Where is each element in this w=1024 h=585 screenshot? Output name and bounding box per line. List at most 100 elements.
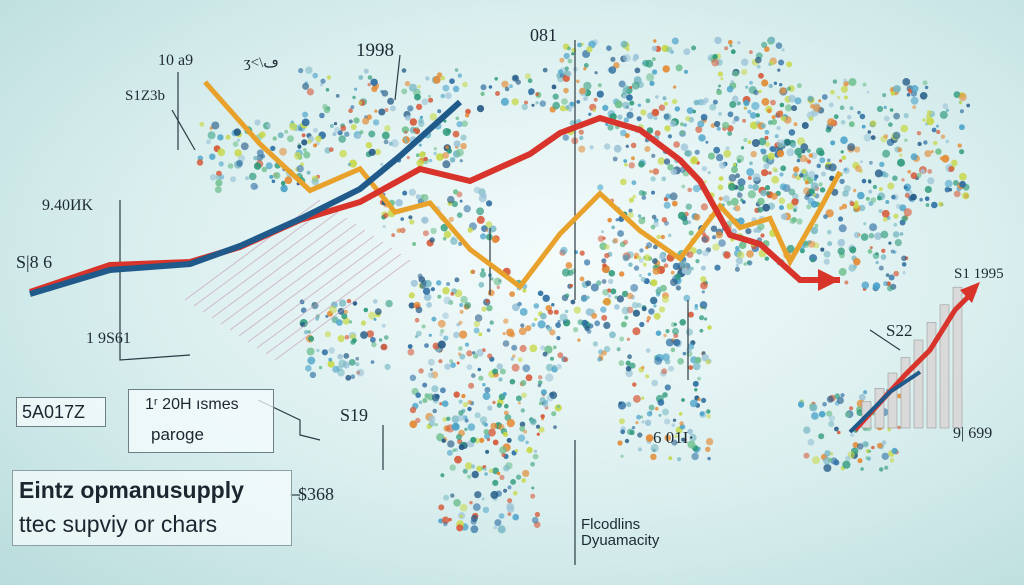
bar-trend-arrowhead: [960, 282, 980, 303]
map-dot: [881, 452, 889, 460]
map-dot: [636, 414, 641, 420]
map-dot: [367, 75, 373, 80]
map-dot: [631, 81, 640, 90]
map-dot: [714, 264, 721, 271]
map-dot: [456, 361, 460, 365]
map-dot: [368, 148, 376, 156]
map-dot: [325, 88, 330, 92]
map-dot: [432, 76, 441, 84]
map-dot: [663, 113, 670, 120]
map-dot: [437, 319, 446, 328]
map-dot: [901, 178, 905, 182]
map-dot: [511, 344, 518, 351]
map-dot: [847, 115, 852, 120]
map-dot: [912, 105, 917, 110]
map-dot: [637, 447, 643, 452]
map-dot: [656, 234, 661, 240]
map-dot: [819, 157, 826, 164]
map-dot: [343, 309, 348, 314]
map-dot: [452, 130, 460, 138]
map-dot: [655, 95, 659, 99]
map-dot: [502, 431, 508, 437]
map-dot: [421, 324, 426, 329]
map-dot: [289, 122, 298, 131]
map-dot: [451, 415, 460, 424]
map-dot: [844, 411, 851, 418]
map-dot: [651, 108, 660, 117]
map-dot: [832, 79, 838, 84]
map-dot: [670, 347, 676, 353]
map-dot: [358, 75, 364, 80]
map-dot: [232, 141, 239, 147]
map-dot: [671, 200, 678, 207]
map-dot: [547, 309, 554, 315]
map-dot: [629, 107, 633, 112]
map-dot: [366, 330, 374, 338]
map-dot: [603, 297, 611, 306]
map-dot: [727, 111, 734, 118]
map-dot: [567, 58, 573, 64]
map-dot: [503, 465, 510, 472]
map-dot: [506, 328, 515, 337]
label-left-2: 9.40ИK: [42, 197, 94, 214]
map-dot: [674, 273, 682, 280]
map-dot: [332, 132, 337, 137]
map-dot: [687, 187, 692, 193]
map-dot: [265, 162, 273, 170]
map-dot: [839, 178, 845, 185]
map-dot: [779, 87, 787, 95]
map-dot: [781, 48, 785, 52]
map-dot: [651, 45, 657, 52]
map-dot: [490, 490, 499, 499]
map-dot: [466, 350, 473, 357]
bottom-caption-line2: ttec supviy or chars: [19, 511, 218, 537]
map-dot: [673, 339, 681, 347]
map-dot: [694, 149, 700, 155]
map-dot: [677, 211, 686, 220]
map-dot: [814, 174, 819, 179]
map-dot: [614, 100, 623, 109]
map-dot: [758, 137, 767, 146]
map-dot: [215, 174, 221, 180]
map-dot: [396, 228, 402, 233]
map-dot: [525, 374, 533, 382]
map-dot: [450, 237, 458, 245]
map-dot: [602, 104, 609, 111]
map-dot: [722, 195, 730, 203]
map-dot: [622, 94, 627, 99]
map-dot: [418, 368, 424, 374]
map-dot: [284, 176, 293, 185]
map-dot: [280, 180, 286, 186]
hatch-line: [238, 235, 375, 337]
map-dot: [838, 224, 847, 233]
map-dot: [639, 248, 644, 253]
map-dot: [510, 357, 514, 361]
map-dot: [542, 402, 549, 408]
map-dot: [460, 295, 468, 304]
map-dot: [480, 233, 487, 240]
map-dot: [477, 367, 482, 372]
map-dot: [687, 428, 693, 435]
map-dot: [818, 433, 825, 440]
map-dot: [497, 525, 506, 534]
map-dot: [924, 85, 929, 90]
map-dot: [671, 37, 679, 45]
map-dot: [296, 165, 304, 173]
map-dot: [757, 223, 765, 231]
map-dot: [959, 149, 965, 155]
map-dot: [775, 110, 784, 118]
map-dot: [531, 486, 535, 490]
leader-lines: [119, 40, 901, 565]
map-dot: [447, 195, 455, 204]
map-dot: [700, 113, 708, 121]
map-dot: [723, 149, 732, 158]
map-dot: [664, 418, 671, 425]
map-dot: [925, 203, 930, 207]
map-dot: [604, 252, 610, 259]
map-dot: [848, 78, 857, 87]
map-dot: [484, 386, 491, 393]
map-dot: [542, 294, 550, 302]
map-dot: [443, 494, 450, 501]
map-dot: [294, 152, 302, 160]
map-dot: [735, 173, 740, 179]
